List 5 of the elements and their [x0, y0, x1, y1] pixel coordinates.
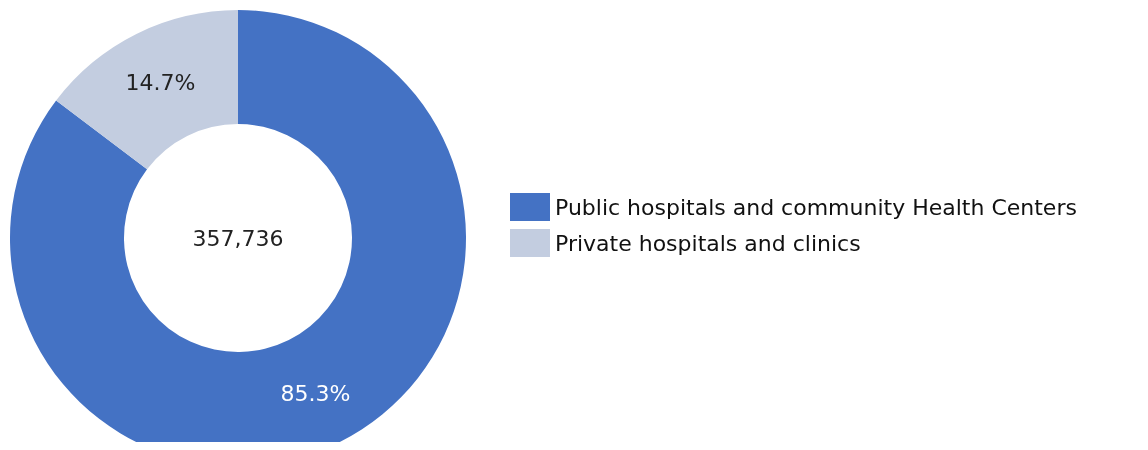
data-label: 85.3% [280, 381, 351, 407]
legend-label: Public hospitals and community Health Centers [555, 194, 1077, 220]
legend-label: Private hospitals and clinics [555, 230, 861, 256]
data-label: 14.7% [125, 69, 196, 95]
text: 357,736 [192, 225, 284, 251]
